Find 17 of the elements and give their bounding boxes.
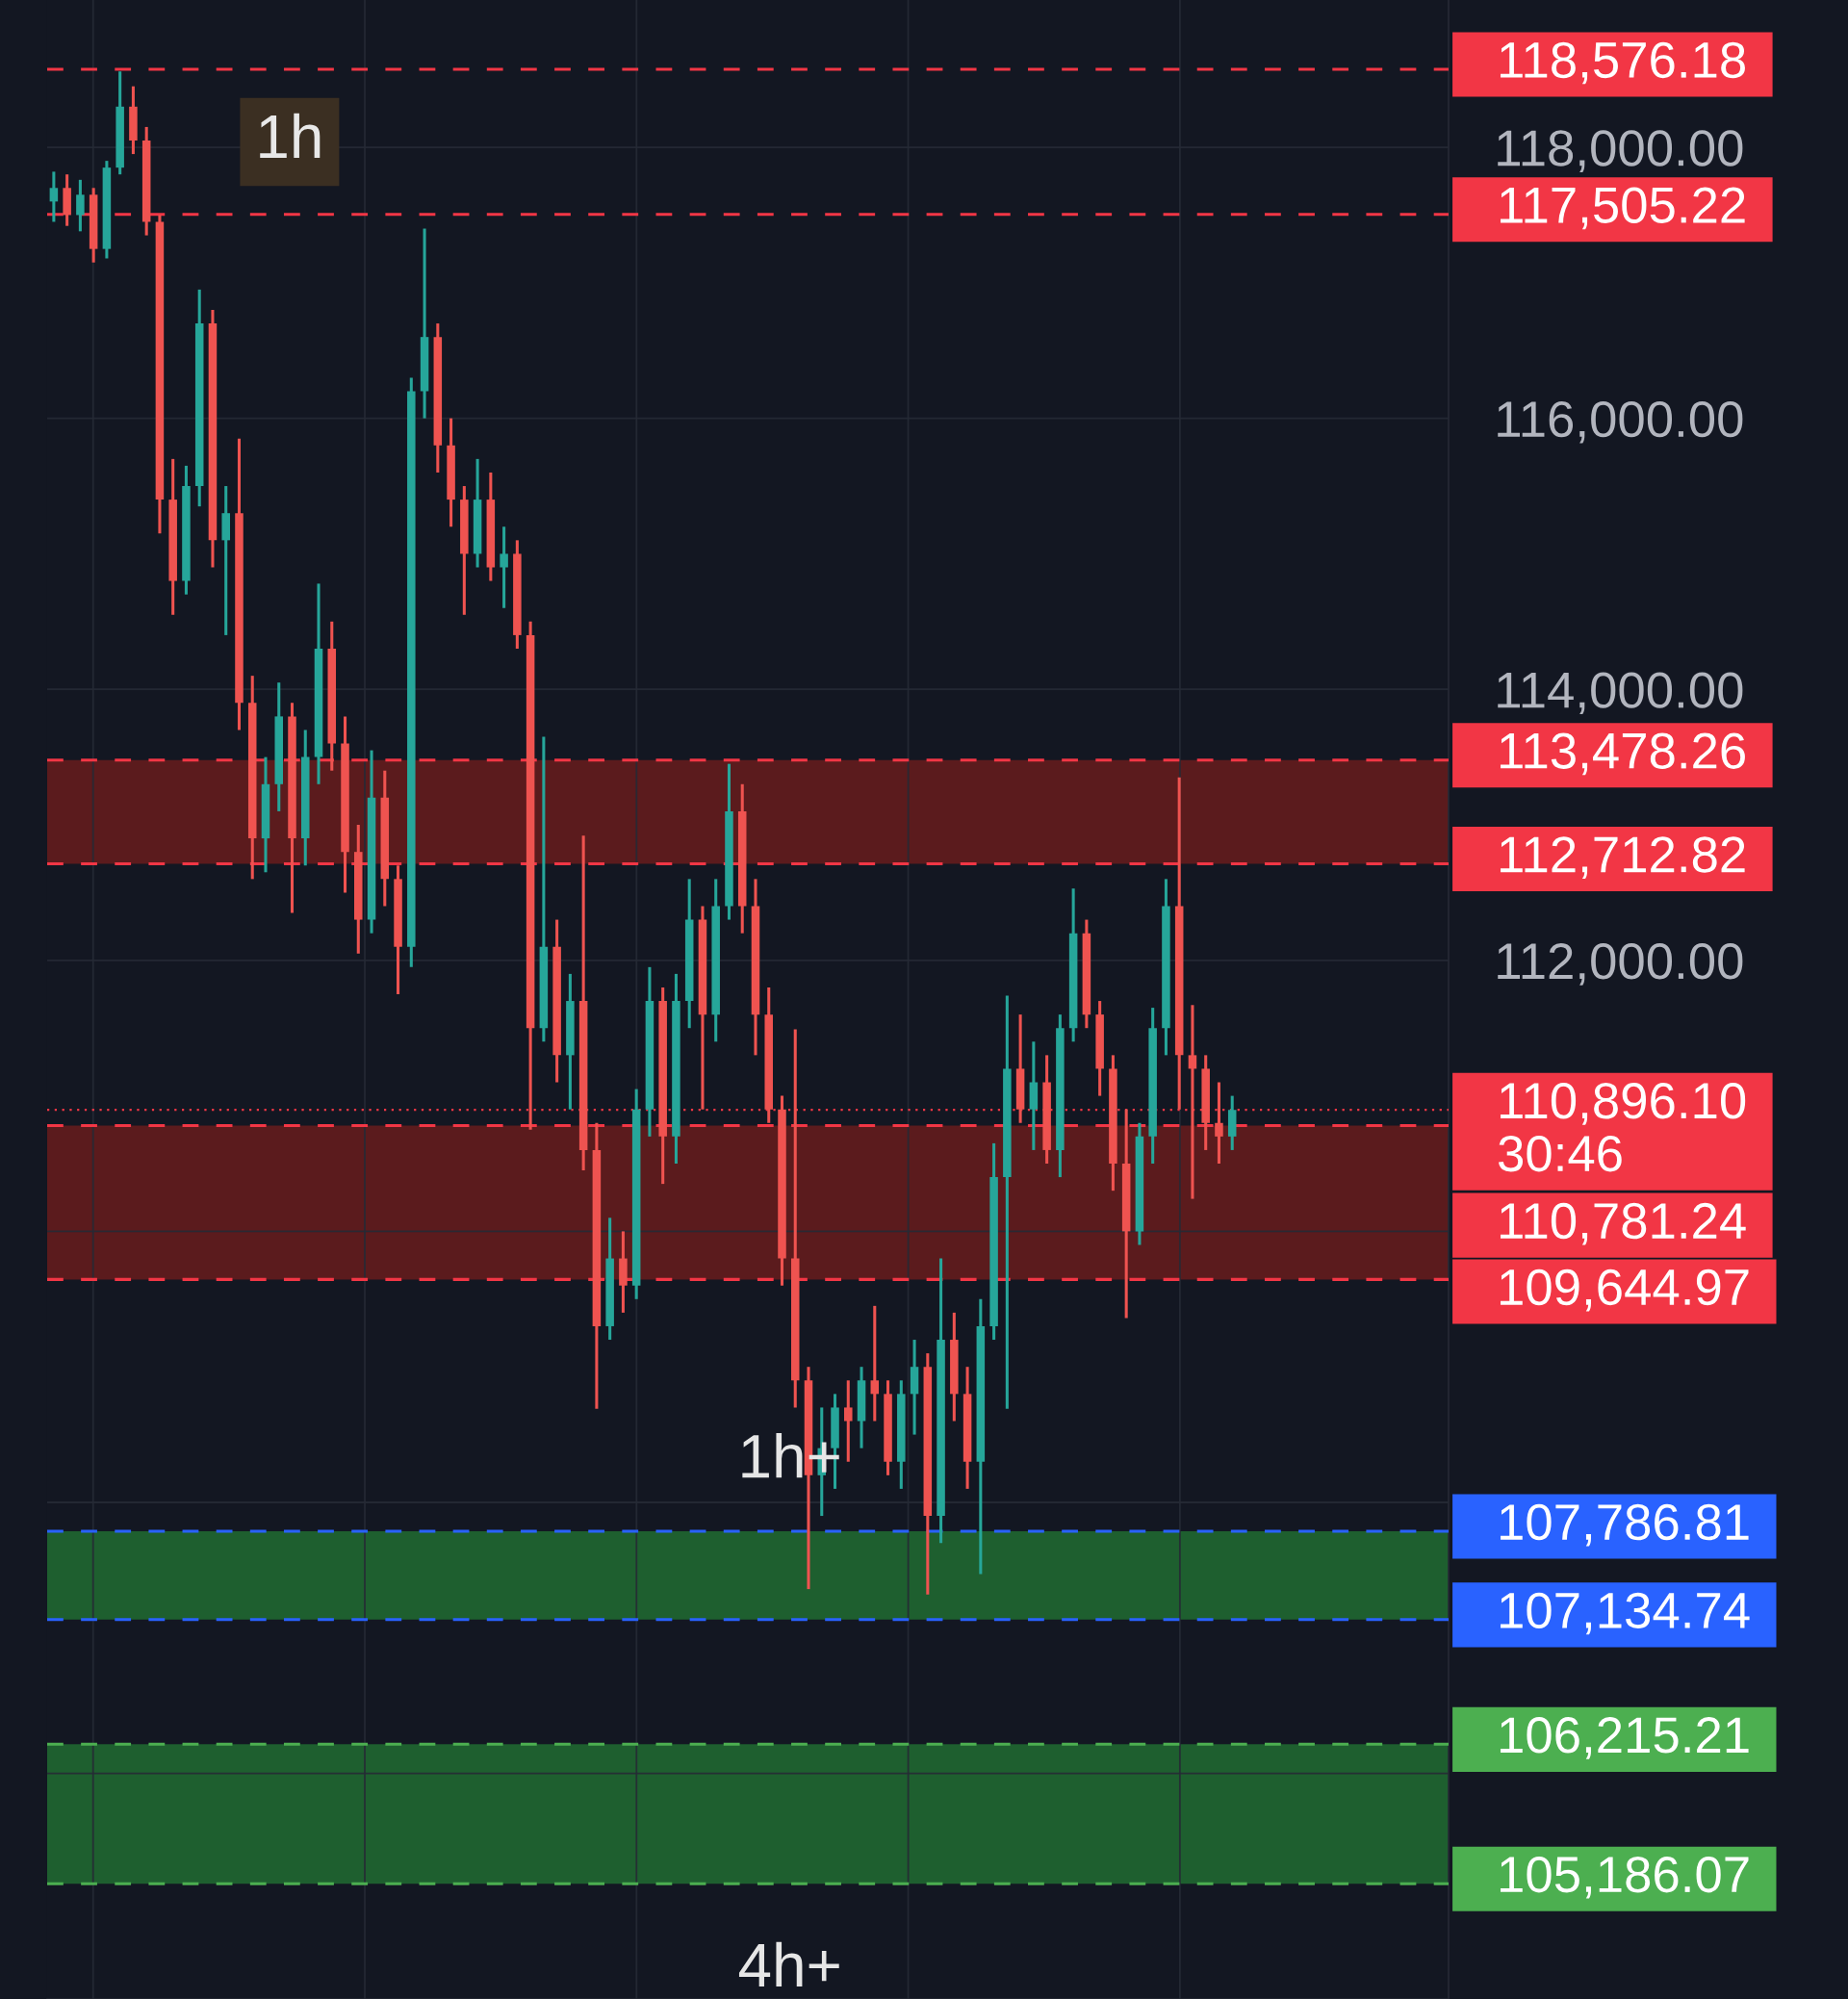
ref-line-label: 109,644.97 bbox=[1501, 1269, 1749, 1312]
y-tick-label: 112,000.00 bbox=[1498, 943, 1743, 986]
ref-line-label: 118,576.18 bbox=[1501, 41, 1745, 85]
y-tick-label: 114,000.00 bbox=[1498, 672, 1743, 715]
ref-line-label: 112,712.82 bbox=[1501, 836, 1745, 879]
y-tick-label: 118,000.00 bbox=[1498, 130, 1743, 172]
ref-line-label: 106,215.21 bbox=[1501, 1717, 1749, 1759]
ref-line-label: 107,786.81 bbox=[1501, 1503, 1749, 1547]
ref-line-label: 110,896.10 30:46 bbox=[1499, 1083, 1746, 1172]
ref-line-label: 113,478.26 bbox=[1501, 732, 1745, 776]
y-tick-label: 116,000.00 bbox=[1498, 400, 1743, 444]
annotation: 1h bbox=[260, 113, 321, 158]
ref-line-label: 117,505.22 bbox=[1501, 187, 1745, 230]
ref-line-label: 110,781.24 bbox=[1501, 1202, 1746, 1245]
ref-line-label: 105,186.07 bbox=[1501, 1857, 1749, 1899]
ref-line-label: 107,134.74 bbox=[1501, 1592, 1750, 1635]
band-label: 4h+ bbox=[738, 1941, 839, 1986]
